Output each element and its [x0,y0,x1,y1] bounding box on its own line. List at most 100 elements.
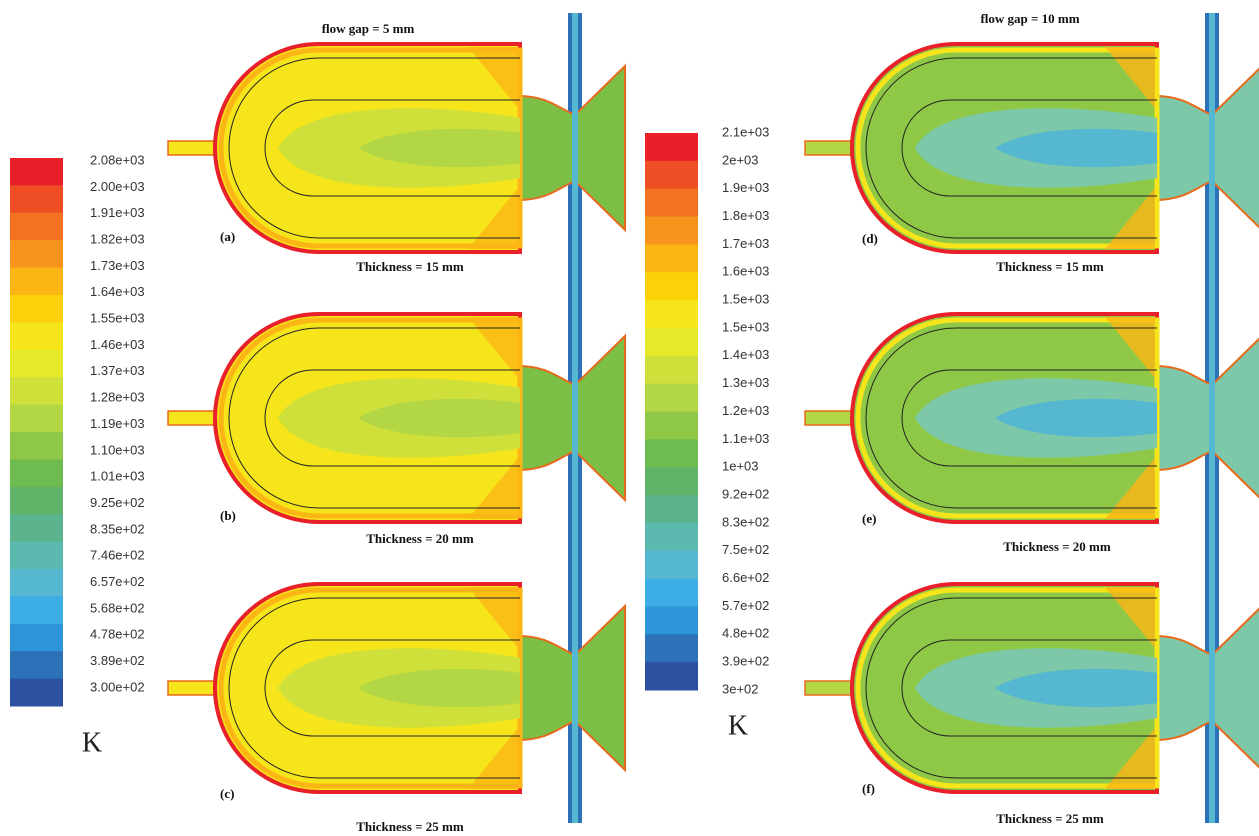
colorbar-band [10,569,63,597]
colorbar-band [10,624,63,652]
colorbar-label: 7.46e+02 [90,548,145,563]
colorbar-label: 1.37e+03 [90,363,145,378]
colorbar-label: 1.55e+03 [90,311,145,326]
colorbar-label: 1.2e+03 [722,403,769,418]
unit: K [82,727,102,758]
colorbar-label: 1.3e+03 [722,375,769,390]
colorbar-band [645,244,698,272]
colorbar-band [645,133,698,161]
colorbar-band [10,679,63,707]
colorbar-label: 1.5e+03 [722,319,769,334]
colorbar-label: 1.19e+03 [90,416,145,431]
colorbar-label: 1.4e+03 [722,347,769,362]
colorbar-band [645,579,698,607]
contour-plot [168,13,625,283]
colorbar-label: 3.00e+02 [90,679,145,694]
colorbar-label: 1.01e+03 [90,469,145,484]
colorbar-band [10,459,63,487]
colorbar-band [10,596,63,624]
colorbar-band [645,328,698,356]
colorbar-band [645,439,698,467]
colorbar-band [645,467,698,495]
colorbar-label: 1.82e+03 [90,231,145,246]
inlet [805,141,855,155]
colorbar-label: 2.1e+03 [722,124,769,139]
colorbar-label: 2.08e+03 [90,152,145,167]
colorbar-label: 1e+03 [722,459,759,474]
colorbar-band [645,189,698,217]
colorbar-label: 1.7e+03 [722,236,769,251]
colorbar-label: 5.7e+02 [722,598,769,613]
panel-caption: Thickness = 25 mm [356,819,464,834]
colorbar-label: 3e+02 [722,681,759,696]
colorbar-band [645,384,698,412]
colorbar-label: 4.78e+02 [90,627,145,642]
panel-label: (d) [862,231,878,246]
colorbar-band [10,432,63,460]
contour-plot [168,553,625,823]
colorbar-band [10,377,63,405]
colorbar-label: 1.9e+03 [722,180,769,195]
inlet [805,681,855,695]
colorbar-label: 1.64e+03 [90,284,145,299]
colorbar-band [645,606,698,634]
colorbar-band [10,350,63,378]
colorbar-band [645,217,698,245]
colorbar-band [645,634,698,662]
colorbar-band [10,542,63,570]
colorbar-label: 3.89e+02 [90,653,145,668]
colorbar-band [10,185,63,213]
colorbar-label: 1.1e+03 [722,431,769,446]
colorbar-label: 5.68e+02 [90,600,145,615]
colorbar-label: 3.9e+02 [722,654,769,669]
colorbar-band [645,161,698,189]
panel-label: (c) [220,786,234,801]
colorbar-label: 6.6e+02 [722,570,769,585]
strip-core [1209,13,1215,283]
colorbar-label: 1.91e+03 [90,205,145,220]
colorbar-label: 1.10e+03 [90,442,145,457]
column-title: flow gap = 5 mm [322,21,415,36]
colorbar-band [10,295,63,323]
panel-caption: Thickness = 20 mm [366,531,474,546]
colorbar-band [10,322,63,350]
colorbar-label: 4.8e+02 [722,626,769,641]
colorbar-label: 9.2e+02 [722,486,769,501]
colorbar-band [645,356,698,384]
colorbar-label: 1.73e+03 [90,258,145,273]
colorbar-band [10,268,63,296]
strip-core [572,553,578,823]
colorbar-label: 1.46e+03 [90,337,145,352]
panel-label: (f) [862,781,875,796]
colorbar-label: 1.8e+03 [722,208,769,223]
colorbar-label: 7.5e+02 [722,542,769,557]
unit: K [728,710,748,741]
colorbar-label: 1.5e+03 [722,292,769,307]
colorbar-band [10,514,63,542]
colorbar-label: 1.28e+03 [90,390,145,405]
inlet [168,411,218,425]
colorbar-label: 1.6e+03 [722,264,769,279]
colorbar-band [645,272,698,300]
colorbar-band [645,300,698,328]
colorbar-label: 6.57e+02 [90,574,145,589]
colorbar-band [10,158,63,186]
panel-caption: Thickness = 15 mm [996,259,1104,274]
colorbar-band [10,651,63,679]
strip-core [572,283,578,553]
panel-label: (a) [220,229,235,244]
colorbar-band [645,412,698,440]
colorbar-band [645,495,698,523]
inlet [805,411,855,425]
colorbar-band [10,487,63,515]
colorbar-band [645,551,698,579]
colorbar-band [645,662,698,690]
inlet [168,141,218,155]
colorbar-band [10,213,63,241]
colorbar-band [10,405,63,433]
panel-caption: Thickness = 20 mm [1003,539,1111,554]
contour-plot [168,283,625,553]
panel-label: (b) [220,508,236,523]
panel-caption: Thickness = 15 mm [356,259,464,274]
column-title: flow gap = 10 mm [980,11,1079,26]
